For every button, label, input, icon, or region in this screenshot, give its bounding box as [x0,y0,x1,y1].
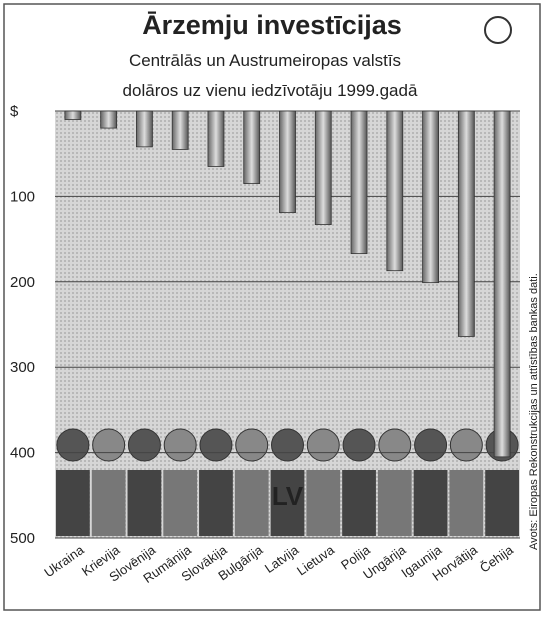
y-tick-label: 100 [10,188,35,205]
deco-block [199,470,233,536]
deco-ball [307,429,339,461]
deco-block [485,470,519,536]
y-tick-label: 200 [10,274,35,291]
deco-ball [200,429,232,461]
subtitle: Centrālās un Austrumeiropas valstīs [129,51,401,70]
deco-block [449,470,483,536]
deco-block [342,470,376,536]
y-tick-label: 500 [10,530,35,547]
bar [65,111,81,120]
deco-ball [450,429,482,461]
deco-ball [343,429,375,461]
deco-block [128,470,162,536]
bar [101,111,117,128]
deco-ball [236,429,268,461]
subtitle: dolāros uz vienu iedzīvotāju 1999.gadā [123,81,418,100]
bar [136,111,152,147]
y-tick-label: 300 [10,359,35,376]
bar [172,111,188,149]
chart-title: Ārzemju investīcijas [142,10,402,40]
deco-ball [93,429,125,461]
deco-block [306,470,340,536]
deco-ball [272,429,304,461]
deco-block [163,470,197,536]
bar [423,111,439,283]
bar [280,111,296,213]
bar [387,111,403,271]
annotation: LV [272,481,304,511]
deco-block [235,470,269,536]
bar [244,111,260,184]
deco-block [414,470,448,536]
bar [315,111,331,225]
deco-block [378,470,412,536]
bar [494,111,510,457]
bar [351,111,367,254]
chart: Ārzemju investīcijas Centrālās un Austru… [0,0,544,614]
deco-block [56,470,90,536]
deco-ball [57,429,89,461]
y-tick-label: $ [10,103,19,120]
deco-ball [415,429,447,461]
bar [458,111,474,336]
deco-ball [379,429,411,461]
bar [208,111,224,167]
deco-ball [164,429,196,461]
deco-ball [128,429,160,461]
deco-block [92,470,126,536]
source-note: Avots: Eiropas Rekonstrukcijas un attīst… [528,273,540,550]
y-tick-label: 400 [10,445,35,462]
